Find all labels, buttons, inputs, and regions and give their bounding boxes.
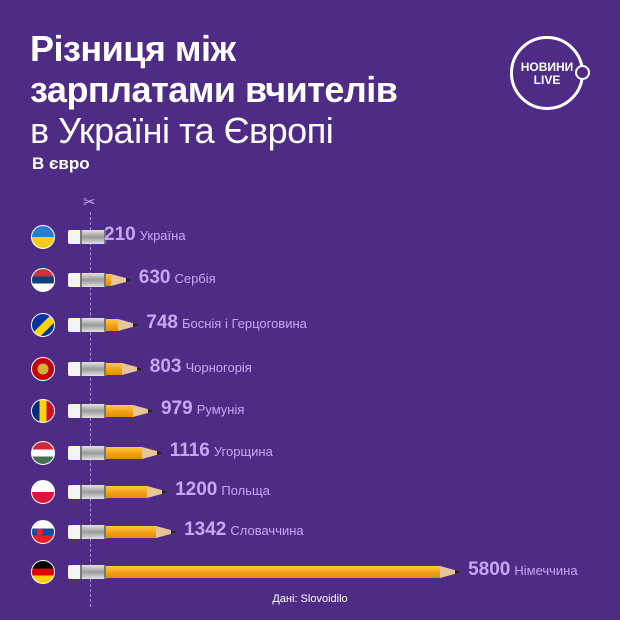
flag-icon bbox=[31, 480, 55, 504]
country-label: Румунія bbox=[196, 402, 245, 417]
country-label: Угорщина bbox=[213, 444, 273, 459]
source-note: Дані: Slovoidilo bbox=[272, 593, 348, 605]
country-label: Україна bbox=[139, 228, 186, 243]
country-label: Словаччина bbox=[230, 523, 304, 538]
unit-subtitle: В євро bbox=[32, 154, 90, 173]
country-label: Сербія bbox=[174, 271, 216, 286]
country-label: Боснія і Герцоговина bbox=[181, 316, 307, 331]
value-label: 1116 bbox=[169, 440, 210, 461]
country-label: Німеччина bbox=[514, 563, 578, 578]
value-label: 5800 bbox=[468, 559, 511, 580]
bar-label: 210 Україна bbox=[104, 224, 186, 246]
flag-icon bbox=[31, 313, 55, 337]
flag-icon bbox=[31, 441, 55, 465]
bar-label: 1200 Польща bbox=[175, 479, 270, 501]
value-label: 1200 bbox=[175, 479, 218, 500]
bar-label: 979 Румунія bbox=[161, 398, 244, 420]
flag-icon bbox=[31, 520, 55, 544]
bar-label: 1342 Словаччина bbox=[184, 519, 304, 541]
country-label: Чорногорія bbox=[185, 360, 252, 375]
value-label: 803 bbox=[149, 356, 182, 377]
flag-icon bbox=[31, 268, 55, 292]
country-label: Польща bbox=[221, 483, 270, 498]
value-label: 1342 bbox=[184, 519, 227, 540]
value-label: 748 bbox=[146, 312, 178, 333]
novyny-live-logo: НОВИНИ LIVE bbox=[510, 36, 590, 110]
value-label: 630 bbox=[138, 267, 171, 288]
bar-label: 1116 Угорщина bbox=[170, 440, 273, 462]
flag-icon bbox=[31, 399, 55, 423]
value-label: 979 bbox=[160, 398, 193, 419]
scissors-icon: ✂ bbox=[83, 194, 96, 211]
flag-icon bbox=[31, 357, 55, 381]
bar-label: 630 Сербія bbox=[139, 267, 216, 289]
bar-label: 803 Чорногорія bbox=[150, 356, 252, 378]
flag-icon bbox=[31, 560, 55, 584]
bar-label: 5800 Німеччина bbox=[468, 559, 578, 581]
flag-icon bbox=[31, 225, 55, 249]
value-label: 210 bbox=[104, 224, 136, 245]
page-title: Різниця між зарплатами вчителів в Україн… bbox=[30, 28, 398, 151]
bar-label: 748 Боснія і Герцоговина bbox=[146, 312, 307, 334]
